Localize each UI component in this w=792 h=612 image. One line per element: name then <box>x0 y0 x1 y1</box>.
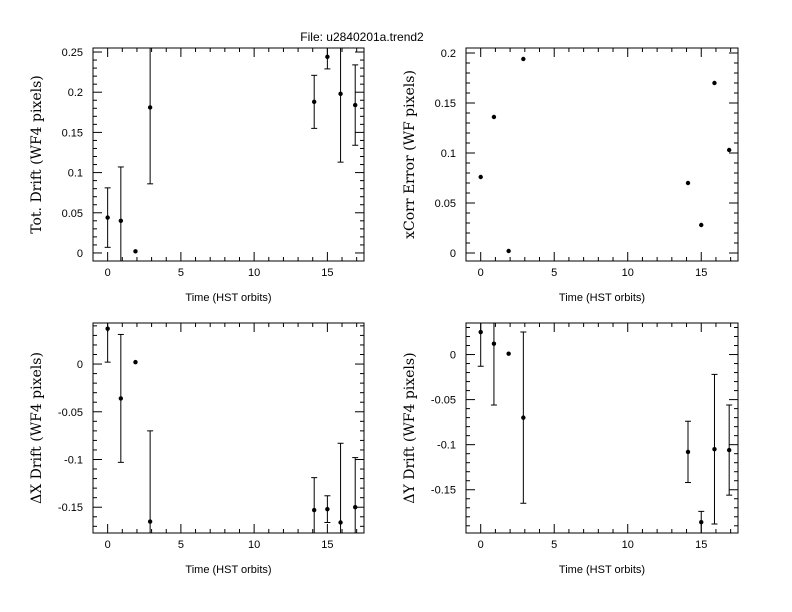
y-axis-label: ΔY Drift (WF4 pixels) <box>402 352 418 503</box>
data-point <box>338 91 343 97</box>
data-point <box>133 249 138 254</box>
data-point <box>311 99 317 105</box>
x-axis-label: Time (HST orbits) <box>185 292 271 304</box>
data-point <box>478 174 483 180</box>
x-tick-label: 15 <box>695 539 707 551</box>
x-tick-label: 10 <box>248 267 260 279</box>
x-tick-label: 5 <box>551 539 557 551</box>
y-tick-label: 0.15 <box>435 98 456 110</box>
x-axis-label: Time (HST orbits) <box>559 564 645 576</box>
data-layer <box>478 56 732 254</box>
y-tick-label: 0.25 <box>62 47 83 59</box>
x-tick-label: 0 <box>478 539 484 551</box>
panel-xcorr-error: 0 5 10 15 0 0.05 0.1 0.15 0.2 Time (HST orbits) xC… <box>402 47 739 304</box>
data-point <box>712 80 717 86</box>
data-point <box>118 396 124 401</box>
x-tick-label: 10 <box>248 539 260 551</box>
y-axis-label: ΔX Drift (WF4 pixels) <box>29 352 45 504</box>
y-tick-label: 0 <box>450 248 456 260</box>
y-tick-label: 0.15 <box>62 127 83 139</box>
data-point <box>491 341 497 346</box>
data-point <box>353 505 358 510</box>
y-tick-label: 0.1 <box>441 148 456 160</box>
y-tick-label: -0.15 <box>58 502 83 514</box>
y-tick-label: 0.2 <box>441 48 456 60</box>
y-tick-label: 0.05 <box>435 198 456 210</box>
y-tick-label: 0 <box>77 359 83 371</box>
data-layer <box>104 323 359 533</box>
y-tick-label: -0.05 <box>431 395 456 407</box>
y-axis-label: Tot. Drift (WF4 pixels) <box>29 75 45 234</box>
data-layer <box>477 323 733 533</box>
panel-dy-drift: 0 5 10 15 0 -0.05 -0.1 -0.15 Time (HST orbits) ΔY… <box>402 322 739 576</box>
data-point <box>118 218 124 224</box>
data-point <box>491 114 497 120</box>
x-tick-label: 10 <box>622 267 634 279</box>
x-tick-label: 0 <box>105 267 111 279</box>
data-point <box>699 222 704 228</box>
y-tick-label: 0.2 <box>68 87 83 99</box>
y-tick-label: -0.1 <box>64 455 83 467</box>
panel-dx-drift: 0 5 10 15 0 -0.05 -0.1 -0.15 Time (HST orbits) ΔX… <box>29 322 365 576</box>
y-tick-label: -0.05 <box>58 407 83 419</box>
data-point <box>478 329 483 335</box>
y-tick-label: -0.1 <box>437 440 456 452</box>
plot-frame <box>465 322 739 534</box>
plot-frame <box>92 47 365 262</box>
x-tick-label: 15 <box>321 267 333 279</box>
y-tick-label: 0.1 <box>68 168 83 180</box>
data-point <box>712 446 717 452</box>
x-tick-label: 0 <box>105 539 111 551</box>
figure-title: File: u2840201a.trend2 <box>300 30 424 44</box>
x-tick-label: 5 <box>178 267 184 279</box>
data-point <box>353 102 358 108</box>
data-point <box>521 56 526 62</box>
y-axis-label: xCorr Error (WF pixels) <box>402 70 418 239</box>
data-point <box>147 105 153 110</box>
data-point <box>338 520 343 525</box>
data-point <box>521 415 526 420</box>
data-point <box>147 519 153 524</box>
panel-tot-drift: 0 5 10 15 0 0.05 0.1 0.15 0.2 0.25 Time (HST orbit… <box>29 47 365 304</box>
x-tick-label: 10 <box>622 539 634 551</box>
data-point <box>685 180 691 186</box>
x-tick-label: 5 <box>178 539 184 551</box>
x-tick-label: 15 <box>321 539 333 551</box>
data-point <box>105 326 110 331</box>
plot-frame <box>465 47 739 262</box>
y-tick-label: 0 <box>77 248 83 260</box>
x-tick-label: 0 <box>478 267 484 279</box>
data-point <box>311 507 317 513</box>
y-tick-label: 0.05 <box>62 208 83 220</box>
plot-frame <box>92 322 365 534</box>
data-point <box>325 54 330 60</box>
y-tick-label: 0 <box>450 350 456 362</box>
data-point <box>105 215 110 220</box>
data-point <box>133 359 138 365</box>
data-layer <box>104 48 359 261</box>
x-tick-label: 5 <box>551 267 557 279</box>
x-axis-label: Time (HST orbits) <box>559 292 645 304</box>
data-point <box>699 519 704 525</box>
data-point <box>506 248 511 254</box>
data-point <box>325 506 330 512</box>
data-point <box>726 147 732 153</box>
x-tick-label: 15 <box>695 267 707 279</box>
data-point <box>726 447 732 453</box>
data-point <box>685 449 691 455</box>
data-point <box>506 351 511 356</box>
y-tick-label: -0.15 <box>431 485 456 497</box>
x-axis-label: Time (HST orbits) <box>185 564 271 576</box>
